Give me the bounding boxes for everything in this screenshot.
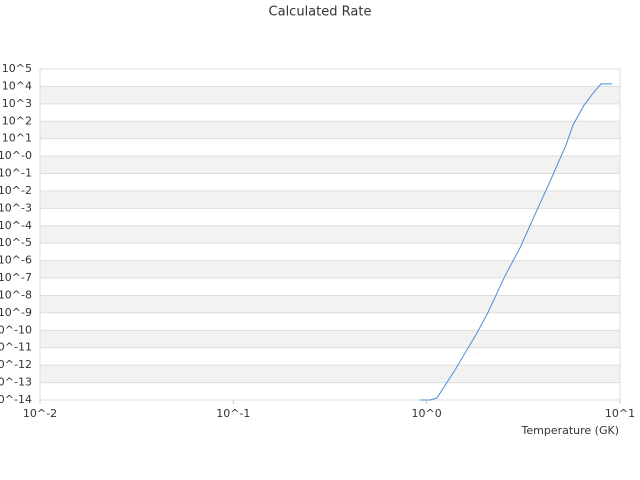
y-tick-label: 10^-2 — [0, 184, 32, 197]
grid-band — [40, 295, 620, 313]
x-tick-label: 10^0 — [412, 407, 442, 420]
x-tick-label: 10^-2 — [23, 407, 57, 420]
y-tick-label: 10^-12 — [0, 358, 32, 371]
y-tick-label: 10^-9 — [0, 306, 32, 319]
grid-band — [40, 365, 620, 383]
y-tick-label: 10^-7 — [0, 271, 32, 284]
plot-frame — [39, 68, 621, 401]
y-tick-label: 10^-11 — [0, 341, 32, 354]
y-tick-label: 10^-3 — [0, 201, 32, 214]
y-tick-label: 10^5 — [2, 62, 32, 75]
y-tick-label: 10^-8 — [0, 288, 32, 301]
grid-band — [40, 330, 620, 348]
grid-band — [40, 156, 620, 174]
y-tick-label: 10^2 — [2, 114, 32, 127]
chart-title: Calculated Rate — [269, 5, 372, 20]
grid-band — [40, 86, 620, 104]
grid-band — [40, 225, 620, 244]
y-tick-label: 10^-0 — [0, 149, 32, 162]
y-tick-label: 10^-6 — [0, 254, 32, 267]
y-tick-label: 10^-1 — [0, 167, 32, 180]
y-tick-label: 10^-4 — [0, 219, 32, 232]
y-tick-label: 10^1 — [2, 132, 32, 145]
x-tick-label: 10^1 — [605, 407, 635, 420]
grid-band — [40, 190, 620, 209]
grid-band — [40, 260, 620, 279]
y-tick-label: 10^-5 — [0, 236, 32, 249]
y-tick-label: 10^3 — [2, 97, 32, 110]
grid-band — [40, 121, 620, 139]
x-axis-label: Temperature (GK) — [521, 424, 620, 437]
y-tick-label: 10^-14 — [0, 393, 32, 406]
y-tick-label: 10^-13 — [0, 376, 32, 389]
data-line — [419, 83, 613, 401]
x-tick-label: 10^-1 — [216, 407, 250, 420]
y-tick-label: 10^-10 — [0, 323, 32, 336]
y-tick-label: 10^4 — [2, 79, 32, 92]
